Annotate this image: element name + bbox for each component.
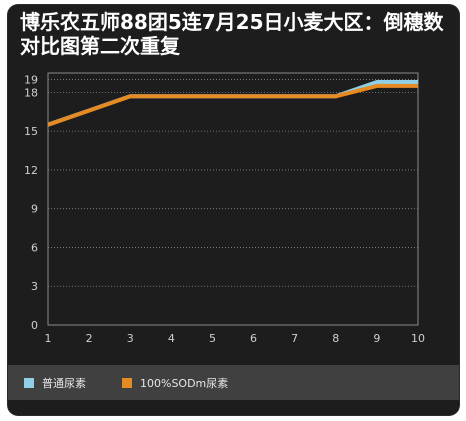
series-line-2 xyxy=(47,83,418,127)
legend-swatch xyxy=(24,377,34,388)
legend-label: 普通尿素 xyxy=(42,376,86,390)
legend-item: 普通尿素 xyxy=(24,365,86,400)
legend-label: 100%SODm尿素 xyxy=(140,376,229,390)
chart-title: 博乐农五师88团5连7月25日小麦大区：倒穗数对比图第二次重复 xyxy=(20,10,444,58)
y-tick-label: 18 xyxy=(24,86,38,99)
y-tick-label: 0 xyxy=(31,319,38,332)
y-tick-label: 6 xyxy=(31,241,38,254)
y-tick-label: 9 xyxy=(31,203,38,216)
x-tick-label: 3 xyxy=(127,332,134,345)
y-tick-label: 15 xyxy=(24,125,38,138)
x-tick-label: 10 xyxy=(411,332,425,345)
y-tick-label: 19 xyxy=(24,73,38,86)
x-tick-label: 4 xyxy=(168,332,175,345)
x-tick-label: 8 xyxy=(332,332,339,345)
legend-swatch xyxy=(122,377,132,388)
plot-frame xyxy=(47,72,419,326)
x-tick-label: 6 xyxy=(250,332,257,345)
x-tick-label: 2 xyxy=(86,332,93,345)
x-tick-label: 5 xyxy=(209,332,216,345)
y-tick-label: 12 xyxy=(24,164,38,177)
legend-item: 100%SODm尿素 xyxy=(122,365,228,400)
x-tick-label: 7 xyxy=(291,332,298,345)
y-tick-label: 3 xyxy=(31,280,38,293)
x-tick-label: 9 xyxy=(373,332,380,345)
chart-legend: 普通尿素 100%SODm尿素 xyxy=(8,365,459,400)
x-tick-label: 1 xyxy=(45,332,52,345)
chart-panel: 博乐农五师88团5连7月25日小麦大区：倒穗数对比图第二次重复 0 3 6 9 12 15… xyxy=(8,5,459,415)
